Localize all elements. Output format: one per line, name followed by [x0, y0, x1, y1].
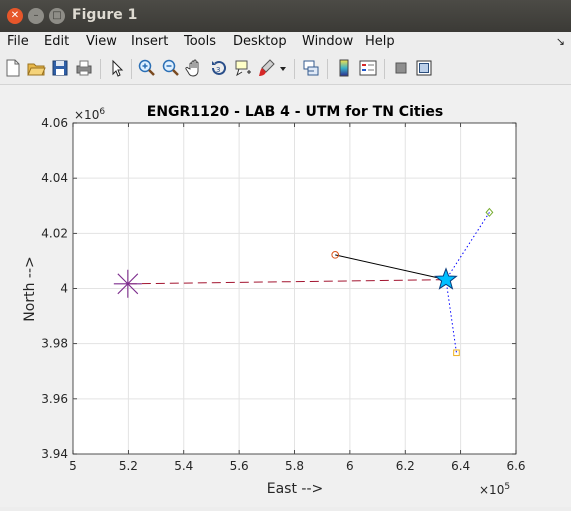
- circle-marker[interactable]: [331, 251, 340, 259]
- menu-file[interactable]: File: [7, 34, 29, 49]
- svg-text:3: 3: [216, 66, 220, 74]
- menu-insert[interactable]: Insert: [131, 34, 169, 49]
- x-tick-label: 6.6: [506, 459, 525, 473]
- maximize-window-button[interactable]: □: [49, 8, 65, 24]
- toolbar-separator: [131, 59, 132, 79]
- x-tick-label: 6: [346, 459, 354, 473]
- y-axis-exponent: ×106: [74, 107, 105, 122]
- dock-arrow-icon[interactable]: ↘: [555, 35, 565, 48]
- x-tick-label: 5: [69, 459, 77, 473]
- x-axis-label: East -->: [267, 481, 324, 497]
- chart-title: ENGR1120 - LAB 4 - UTM for TN Cities: [147, 104, 443, 120]
- menu-bar: File Edit View Insert Tools Desktop Wind…: [0, 32, 571, 54]
- y-tick-label: 3.96: [41, 392, 68, 406]
- rotate-3d-icon[interactable]: 3: [209, 58, 229, 78]
- y-tick-label: 3.94: [41, 447, 68, 461]
- pan-hand-icon[interactable]: [185, 58, 205, 78]
- figure-canvas: 5 5.2 5.4 5.6 5.8 6 6.2 6.4 6.6 3.94 3.96 3.98 4 4.02…: [0, 85, 571, 507]
- minimize-window-button[interactable]: –: [28, 8, 44, 24]
- window-title: Figure 1: [72, 7, 138, 23]
- series-line-dashed: [127, 279, 446, 285]
- open-file-icon[interactable]: [26, 58, 46, 78]
- zoom-out-icon[interactable]: [161, 58, 181, 78]
- link-plot-icon[interactable]: [301, 58, 321, 78]
- y-tick-label: 4.06: [41, 116, 68, 130]
- diamond-marker[interactable]: [485, 207, 494, 217]
- menu-window[interactable]: Window: [302, 34, 354, 49]
- x-tick-label: 6.4: [451, 459, 470, 473]
- menu-tools[interactable]: Tools: [184, 34, 217, 49]
- x-tick-label: 5.6: [230, 459, 249, 473]
- save-icon[interactable]: [50, 58, 70, 78]
- square-marker[interactable]: [453, 349, 460, 357]
- zoom-in-icon[interactable]: [137, 58, 157, 78]
- y-tick-label: 4: [60, 282, 68, 296]
- brush-dropdown-icon[interactable]: [277, 58, 289, 78]
- plot-svg: 5 5.2 5.4 5.6 5.8 6 6.2 6.4 6.6 3.94 3.96 3.98 4 4.02…: [22, 104, 526, 497]
- close-window-button[interactable]: ✕: [7, 8, 23, 24]
- toolbar-separator: [384, 59, 385, 79]
- insert-legend-icon[interactable]: [358, 58, 378, 78]
- y-axis-label: North -->: [22, 256, 38, 321]
- hide-plot-tools-icon[interactable]: [391, 58, 411, 78]
- y-tick-label: 4.04: [41, 171, 68, 185]
- show-plot-tools-icon[interactable]: [414, 58, 434, 78]
- menu-view[interactable]: View: [86, 34, 117, 49]
- y-tick-label: 3.98: [41, 337, 68, 351]
- data-cursor-icon[interactable]: [233, 58, 253, 78]
- star-marker[interactable]: [434, 267, 458, 290]
- x-axis-exponent: ×105: [479, 482, 510, 497]
- x-tick-label: 5.4: [174, 459, 193, 473]
- toolbar-separator: [100, 59, 101, 79]
- menu-desktop[interactable]: Desktop: [233, 34, 287, 49]
- series-line-solid: [335, 254, 447, 281]
- new-figure-icon[interactable]: [3, 58, 23, 78]
- brush-icon[interactable]: [256, 58, 276, 78]
- figure-toolbar: 3: [0, 54, 571, 85]
- print-icon[interactable]: [74, 58, 94, 78]
- window-titlebar: ✕ – □ Figure 1: [0, 0, 571, 32]
- menu-help[interactable]: Help: [365, 34, 395, 49]
- menu-edit[interactable]: Edit: [44, 34, 70, 49]
- y-tick-label: 4.02: [41, 226, 68, 240]
- insert-colorbar-icon[interactable]: [334, 58, 354, 78]
- toolbar-separator: [294, 59, 295, 79]
- edit-plot-arrow-icon[interactable]: [107, 58, 127, 78]
- x-tick-label: 5.2: [119, 459, 138, 473]
- toolbar-separator: [327, 59, 328, 79]
- x-tick-label: 5.8: [285, 459, 304, 473]
- x-tick-label: 6.2: [396, 459, 415, 473]
- asterisk-marker[interactable]: [113, 269, 142, 298]
